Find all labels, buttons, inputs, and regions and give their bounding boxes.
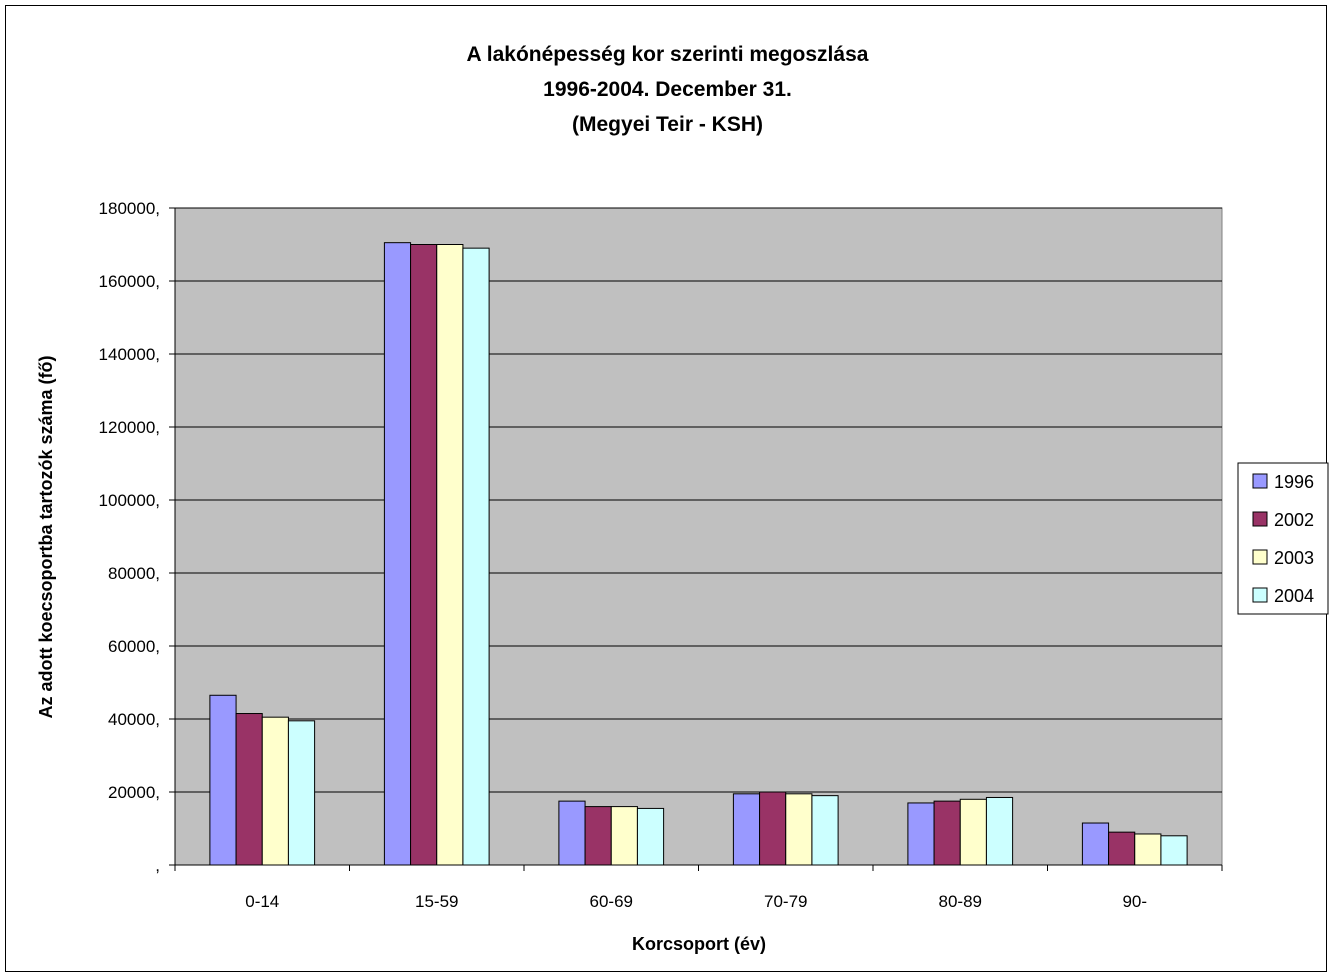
x-tick-label: 80-89 (939, 892, 982, 911)
y-tick-label: 100000, (99, 491, 160, 510)
x-tick-label: 90- (1122, 892, 1147, 911)
y-tick-label: 40000, (108, 710, 160, 729)
bar-2004-70-79 (811, 795, 839, 866)
legend-swatch-2002 (1252, 511, 1268, 527)
chart-title-line-3: (Megyei Teir - KSH) (572, 113, 763, 136)
y-axis-title: Az adott koecsoportba tartozók száma (fő… (36, 355, 56, 718)
bar-2004-80-89 (985, 796, 1014, 866)
axes (169, 207, 1223, 871)
bar-2002-80-89 (933, 800, 961, 866)
bar-2002-60-69 (584, 806, 612, 866)
x-tick-label: 0-14 (245, 892, 279, 911)
legend-label-2002: 2002 (1274, 510, 1314, 530)
legend-label-1996: 1996 (1274, 472, 1314, 492)
chart-title-line-1: A lakónépesség kor szerinti megoszlása (466, 43, 869, 66)
bar-2003-80-89 (959, 798, 987, 866)
x-tick-label: 70-79 (764, 892, 807, 911)
bar-1996-70-79 (732, 793, 761, 866)
bar-2004-0-14 (287, 720, 316, 866)
bar-1996-80-89 (907, 802, 935, 866)
y-tick-label: 60000, (108, 637, 160, 656)
bar-2002-90- (1108, 831, 1136, 866)
legend-swatch-1996 (1252, 473, 1268, 489)
bar-2003-60-69 (610, 806, 638, 866)
y-tick-labels: , 20000, 40000, 60000, 80000, 100000, 120000, 1… (99, 199, 160, 875)
bar-2003-90- (1134, 833, 1162, 866)
legend-label-2003: 2003 (1274, 548, 1314, 568)
y-tick-label: 180000, (99, 199, 160, 218)
bar-1996-15-59 (383, 242, 412, 866)
legend-swatch-2004 (1252, 587, 1268, 603)
bar-2004-15-59 (462, 247, 490, 866)
bar-1996-0-14 (209, 694, 237, 866)
y-tick-label: 140000, (99, 345, 160, 364)
gridlines (175, 207, 1222, 793)
bar-2004-60-69 (636, 807, 665, 866)
y-tick-label: 120000, (99, 418, 160, 437)
bar-2003-70-79 (785, 793, 813, 866)
bar-2002-0-14 (235, 713, 263, 866)
x-axis-title: Korcsoport (év) (632, 934, 766, 954)
bar-2003-15-59 (436, 244, 464, 866)
x-tick-labels: 0-14 15-59 60-69 70-79 80-89 90- (245, 892, 1147, 911)
y-tick-label: 160000, (99, 272, 160, 291)
bar-1996-60-69 (558, 800, 586, 866)
legend-label-2004: 2004 (1274, 586, 1314, 606)
x-tick-label: 15-59 (415, 892, 458, 911)
bars (209, 242, 1188, 866)
y-tick-label: 80000, (108, 564, 160, 583)
plot-area (174, 207, 1223, 866)
bar-2004-90- (1160, 835, 1188, 866)
y-tick-label: 20000, (108, 783, 160, 802)
bar-1996-90- (1081, 822, 1110, 866)
y-tick-label: , (155, 856, 160, 875)
bar-2003-0-14 (261, 716, 289, 866)
bar-2002-70-79 (759, 791, 787, 866)
chart-title-line-2: 1996-2004. December 31. (543, 78, 792, 101)
x-tick-label: 60-69 (590, 892, 633, 911)
legend-swatch-2003 (1252, 549, 1268, 565)
bar-2002-15-59 (410, 244, 438, 866)
legend: 1996 2002 2003 2004 (1237, 462, 1329, 615)
